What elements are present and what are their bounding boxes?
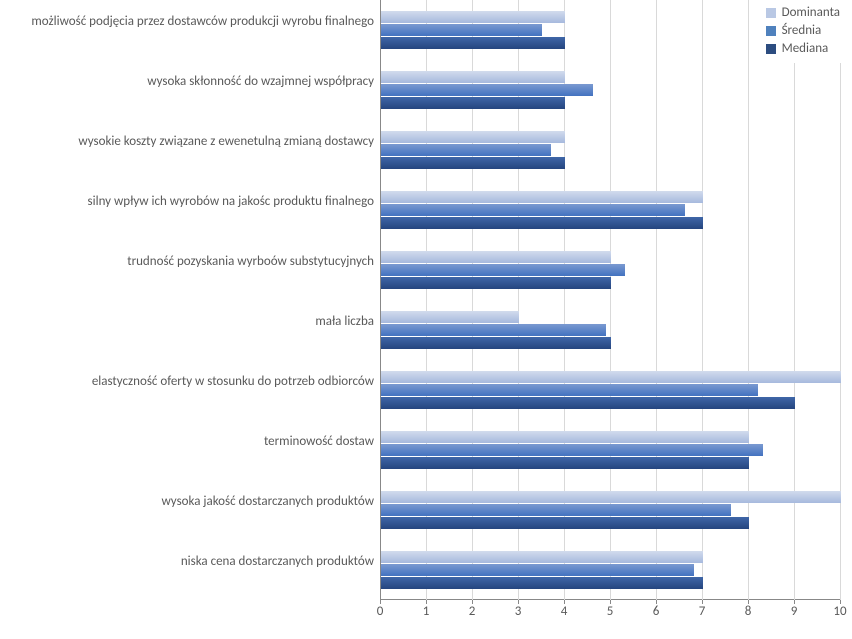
bar-group [380,300,840,360]
bar-dominanta [381,371,841,383]
bar-srednia [381,384,758,396]
x-tick-label: 10 [833,604,846,619]
bar-dominanta [381,491,841,503]
bar-dominanta [381,191,703,203]
legend: Dominanta Średnia Mediana [760,0,846,63]
x-tick-label: 6 [653,604,660,619]
bar-mediana [381,37,565,49]
category-label: trudność pozyskania wyrboów substytucyjn… [4,254,374,270]
gridline [840,0,841,600]
bar-group [380,60,840,120]
bar-group [380,360,840,420]
legend-item-srednia: Średnia [766,22,840,40]
bar-srednia [381,564,694,576]
bar-srednia [381,84,593,96]
x-tick-label: 5 [607,604,614,619]
bar-group [380,120,840,180]
category-label: silny wpływ ich wyrobów na jakośc produk… [4,194,374,210]
legend-label: Dominanta [782,4,840,22]
bar-dominanta [381,71,565,83]
bar-dominanta [381,431,749,443]
x-tick-label: 3 [515,604,522,619]
category-label: elastyczność oferty w stosunku do potrze… [4,374,374,390]
x-tick-label: 7 [699,604,706,619]
bar-dominanta [381,131,565,143]
category-label: wysoka jakość dostarczanych produktów [4,494,374,510]
bar-mediana [381,97,565,109]
legend-item-dominanta: Dominanta [766,4,840,22]
plot-area [380,0,840,600]
swatch-icon [766,44,776,54]
bar-group [380,480,840,540]
bar-group [380,240,840,300]
bar-srednia [381,444,763,456]
x-tick-labels: 012345678910 [380,604,840,628]
bar-mediana [381,217,703,229]
category-label: wysokie koszty związane z ewenetulną zmi… [4,134,374,150]
bar-srednia [381,144,551,156]
bar-group [380,540,840,600]
bar-mediana [381,457,749,469]
x-tick-label: 8 [745,604,752,619]
bar-srednia [381,24,542,36]
category-label: terminowość dostaw [4,434,374,450]
legend-label: Mediana [782,40,829,58]
bar-srednia [381,504,731,516]
bar-srednia [381,264,625,276]
x-tick-label: 2 [469,604,476,619]
bar-mediana [381,397,795,409]
bar-group [380,420,840,480]
swatch-icon [766,8,776,18]
category-label: możliwość podjęcia przez dostawców produ… [4,14,374,30]
bar-dominanta [381,311,519,323]
bar-groups [380,0,840,600]
bar-srednia [381,324,606,336]
bar-dominanta [381,551,703,563]
category-label: wysoka skłonność do wzajmnej współpracy [4,74,374,90]
bar-srednia [381,204,685,216]
category-label: niska cena dostarczanych produktów [4,554,374,570]
swatch-icon [766,26,776,36]
category-label: mała liczba [4,314,374,330]
bar-mediana [381,337,611,349]
x-tick-label: 0 [377,604,384,619]
legend-item-mediana: Mediana [766,40,840,58]
bar-mediana [381,577,703,589]
bar-dominanta [381,251,611,263]
x-tick-label: 4 [561,604,568,619]
x-tick-label: 1 [423,604,430,619]
x-tick-label: 9 [791,604,798,619]
bar-mediana [381,157,565,169]
legend-label: Średnia [782,22,822,40]
horizontal-bar-chart: możliwość podjęcia przez dostawców produ… [0,0,852,639]
bar-group [380,180,840,240]
bar-mediana [381,517,749,529]
bar-mediana [381,277,611,289]
bar-dominanta [381,11,565,23]
